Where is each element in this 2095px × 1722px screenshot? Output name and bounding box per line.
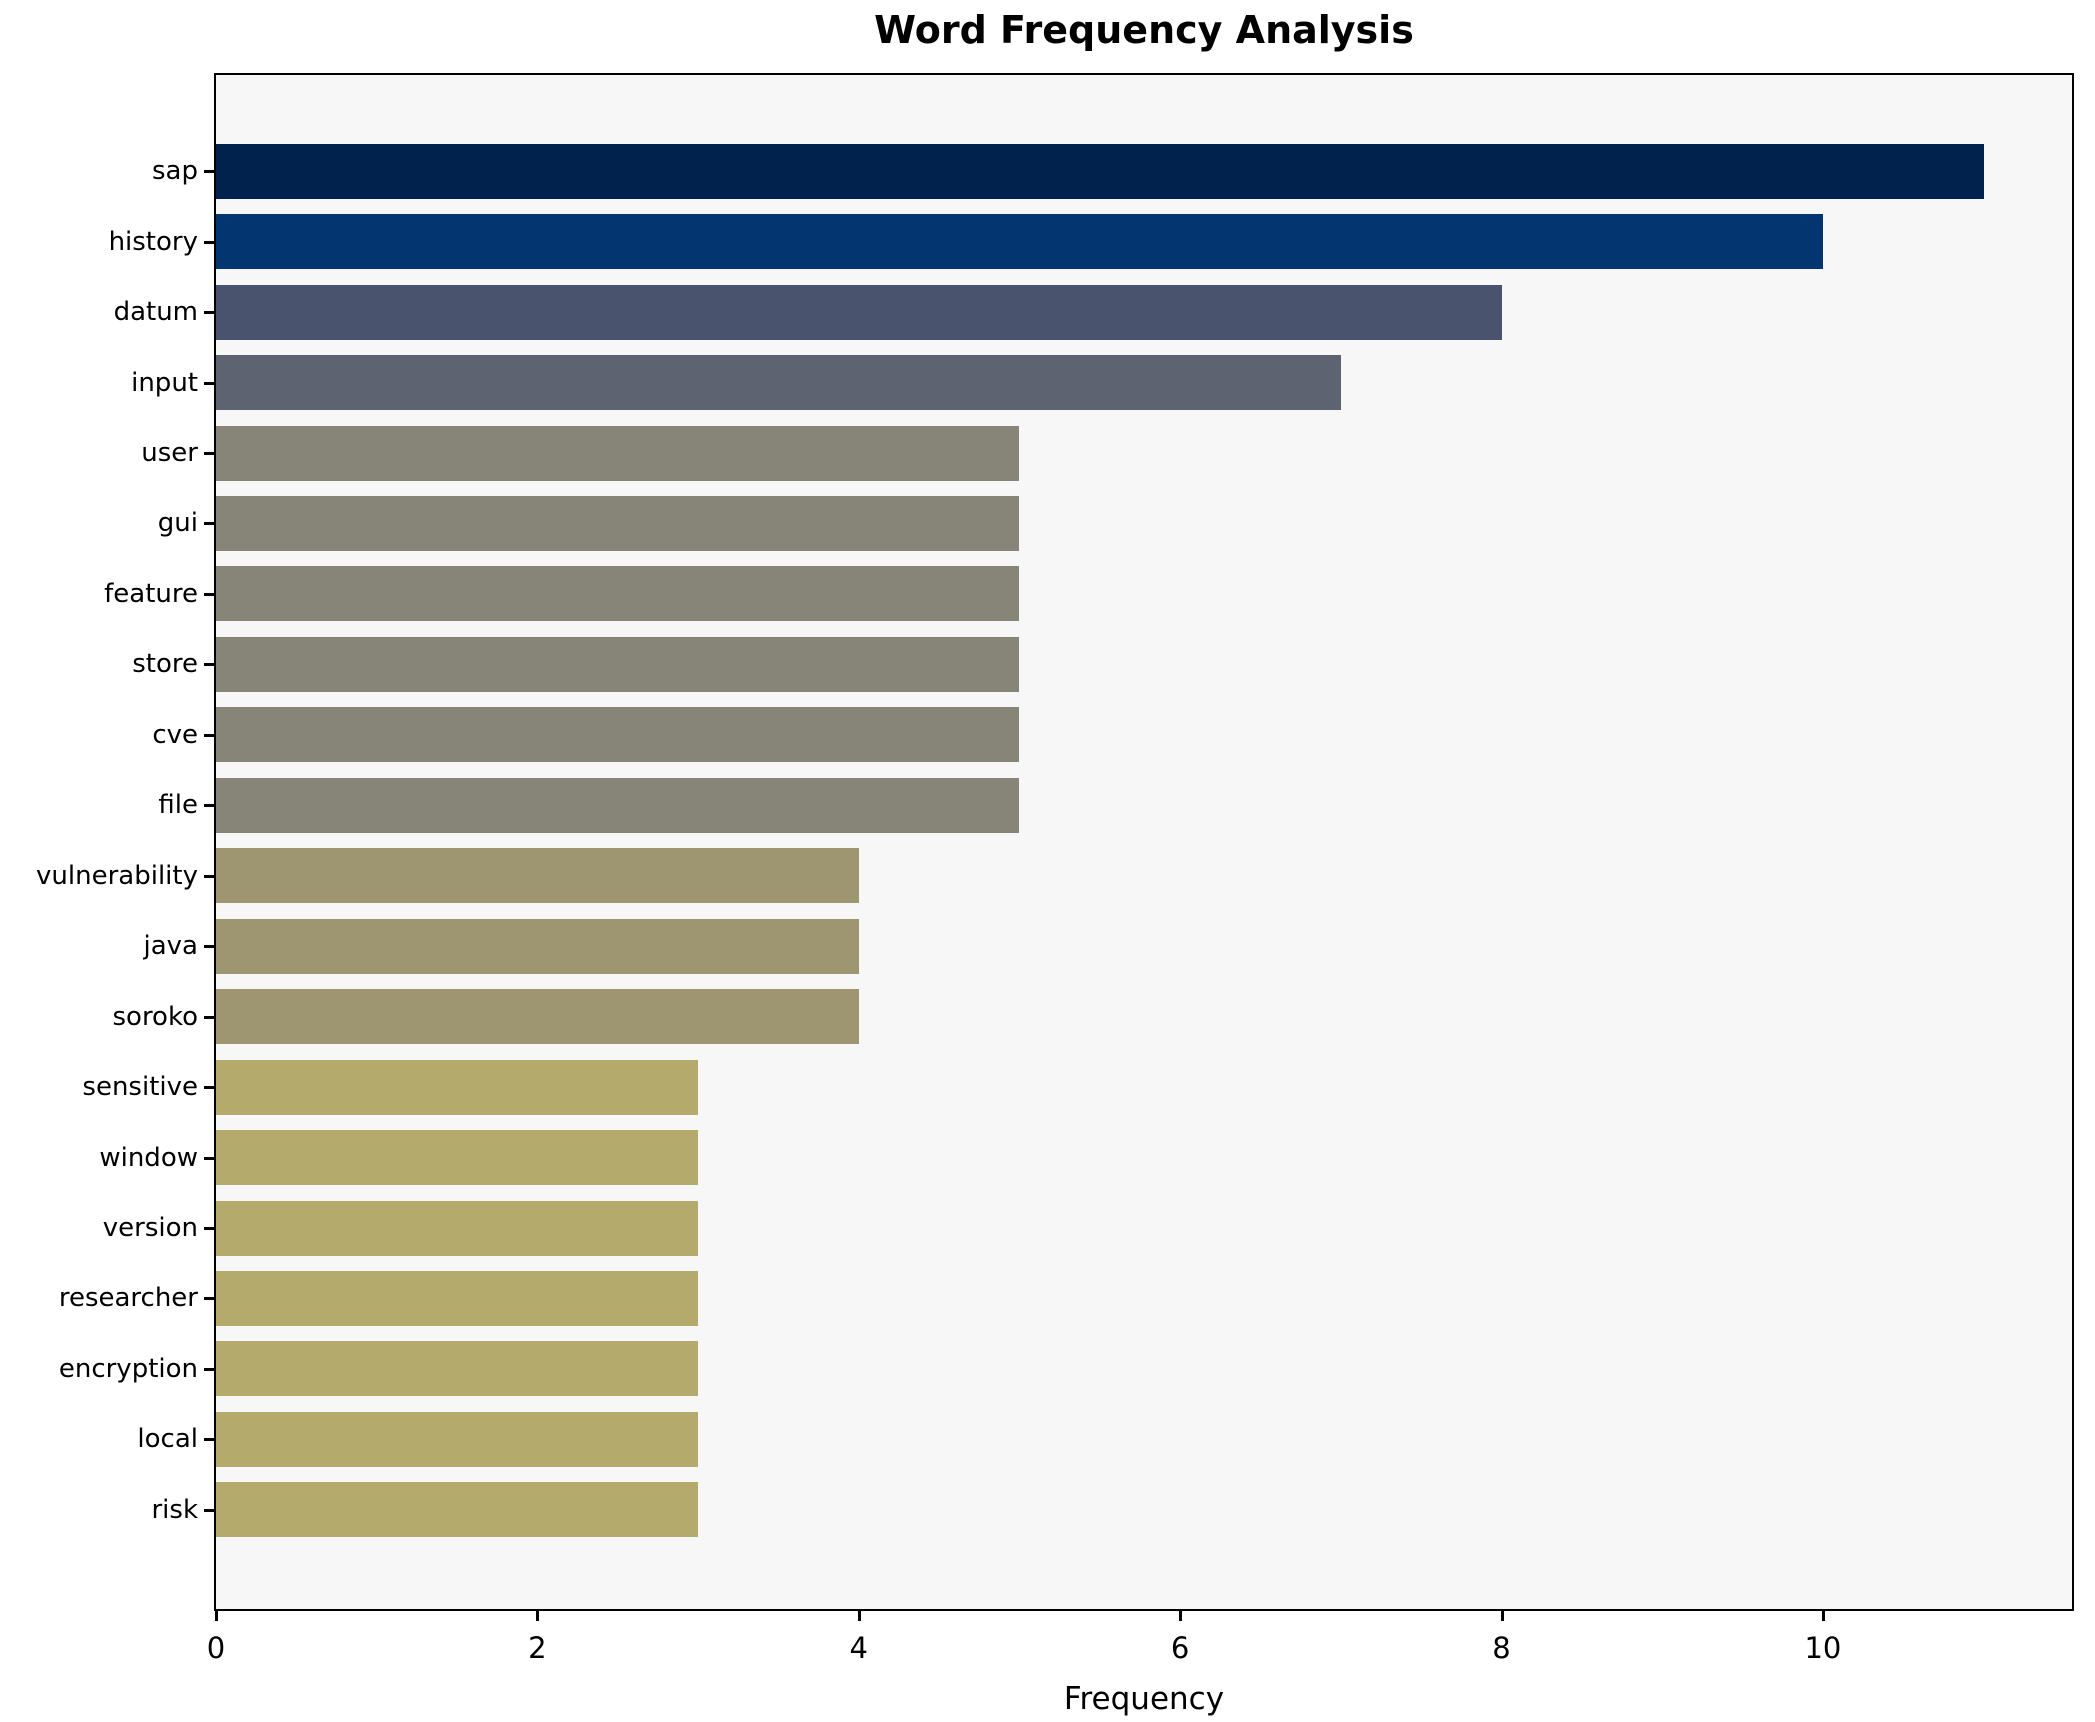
bar-row: sap — [152, 136, 2072, 206]
y-tick-label: soroko — [112, 1001, 198, 1032]
x-tick-mark — [1179, 1611, 1183, 1621]
y-tick-label: datum — [113, 297, 198, 328]
y-tick-mark — [204, 452, 214, 456]
bar-row: datum — [114, 277, 2072, 347]
y-tick-label: local — [137, 1424, 198, 1455]
bar-file — [216, 777, 1020, 833]
y-tick-label: gui — [157, 508, 198, 539]
y-tick-mark — [204, 1297, 214, 1301]
bar-user — [216, 425, 1020, 481]
x-tick-label: 10 — [1804, 1631, 1842, 1665]
y-tick-label: version — [102, 1213, 198, 1244]
x-tick-label: 4 — [849, 1631, 868, 1665]
bar-version — [216, 1200, 699, 1256]
bar-history — [216, 214, 1823, 270]
x-tick-mark — [536, 1611, 540, 1621]
y-tick-label: researcher — [58, 1283, 198, 1314]
y-tick-mark — [204, 1367, 214, 1371]
bar-input — [216, 355, 1341, 411]
bar-feature — [216, 566, 1020, 622]
y-tick-mark — [204, 381, 214, 385]
bar-row: feature — [104, 559, 2072, 629]
x-tick-label: 2 — [528, 1631, 547, 1665]
bar-row: version — [103, 1193, 2072, 1263]
bar-researcher — [216, 1271, 699, 1326]
y-tick-label: feature — [104, 578, 198, 609]
bar-soroko — [216, 989, 859, 1045]
bar-rows: sap history datum input user gui feature store c… — [36, 75, 2072, 1609]
bar-sap — [216, 143, 1984, 199]
bar-window — [216, 1130, 699, 1186]
x-tick-label: 8 — [1492, 1631, 1511, 1665]
y-tick-mark — [204, 733, 214, 737]
y-tick-label: sensitive — [82, 1072, 198, 1103]
bar-store — [216, 636, 1020, 692]
bar-row: gui — [158, 488, 2072, 558]
bar-row: vulnerability — [36, 841, 2072, 911]
y-tick-mark — [204, 1015, 214, 1019]
y-tick-mark — [204, 663, 214, 667]
bar-local — [216, 1411, 699, 1467]
y-tick-label: sap — [152, 156, 198, 187]
y-tick-mark — [204, 1438, 214, 1442]
chart-title: Word Frequency Analysis — [874, 8, 1414, 52]
y-tick-label: encryption — [58, 1353, 198, 1384]
bar-row: history — [109, 206, 2072, 276]
bar-datum — [216, 284, 1502, 340]
y-tick-mark — [204, 874, 214, 878]
bar-row: window — [99, 1122, 2072, 1192]
y-tick-label: file — [158, 790, 198, 821]
y-tick-mark — [204, 804, 214, 808]
bar-row: encryption — [59, 1334, 2072, 1404]
x-tick-label: 6 — [1170, 1631, 1190, 1665]
y-tick-mark — [204, 1086, 214, 1090]
x-tick-label: 0 — [206, 1631, 226, 1665]
bar-row: user — [141, 418, 2072, 488]
y-tick-mark — [204, 311, 214, 315]
y-tick-mark — [204, 945, 214, 949]
x-tick-mark — [1500, 1611, 1504, 1621]
x-tick-mark — [215, 1611, 218, 1621]
bar-row: file — [158, 770, 2072, 840]
bar-sensitive — [216, 1059, 699, 1115]
bar-row: soroko — [112, 981, 2072, 1051]
y-tick-mark — [204, 240, 214, 244]
plot-area: sap history datum input user gui feature store c… — [36, 73, 2074, 1717]
y-tick-label: java — [143, 931, 198, 962]
x-tick-mark — [1821, 1611, 1825, 1621]
bar-encryption — [216, 1341, 699, 1397]
x-tick-mark — [857, 1611, 861, 1621]
bar-vulnerability — [216, 848, 859, 904]
bar-row: researcher — [59, 1263, 2072, 1333]
y-tick-label: input — [131, 367, 198, 398]
y-tick-mark — [204, 1227, 214, 1231]
x-axis: Frequency 0 2 4 6 8 10 — [207, 1609, 2072, 1722]
y-tick-label: risk — [151, 1494, 198, 1525]
bar-row: cve — [152, 700, 2072, 770]
bar-row: store — [132, 629, 2072, 699]
bar-row: risk — [151, 1475, 2072, 1545]
x-axis-title: Frequency — [1063, 1681, 1225, 1717]
bar-gui — [216, 496, 1020, 551]
bar-java — [216, 918, 859, 974]
bar-cve — [216, 707, 1020, 763]
y-tick-label: cve — [152, 719, 198, 750]
bar-row: java — [144, 911, 2072, 981]
y-tick-label: window — [99, 1142, 198, 1173]
bar-row: local — [137, 1404, 2072, 1474]
y-tick-label: user — [141, 438, 198, 469]
y-tick-mark — [204, 1508, 214, 1512]
y-tick-label: store — [132, 649, 198, 680]
y-tick-label: vulnerability — [36, 860, 198, 891]
y-tick-mark — [204, 1156, 214, 1160]
bar-row: sensitive — [82, 1052, 2072, 1122]
y-tick-mark — [204, 522, 214, 526]
y-tick-mark — [204, 170, 214, 174]
bar-row: input — [131, 347, 2072, 417]
y-tick-label: history — [108, 226, 198, 257]
bar-risk — [216, 1482, 699, 1538]
y-tick-mark — [204, 592, 214, 596]
